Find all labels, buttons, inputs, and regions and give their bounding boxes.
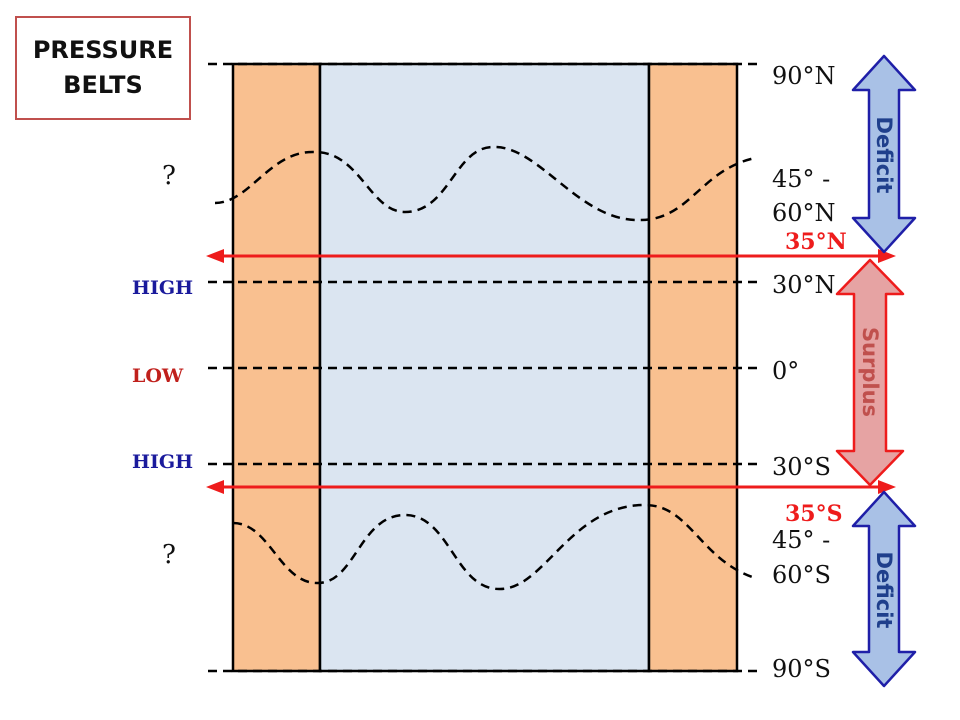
lat-label-45-60n-line2: 60°N bbox=[772, 199, 836, 227]
boundary-label-35s: 35°S bbox=[785, 501, 843, 527]
lat-label-30n: 30°N bbox=[772, 271, 836, 299]
belt-label-north-unknown: ? bbox=[162, 161, 176, 191]
title-line-2: BELTS bbox=[63, 71, 143, 99]
lat-label-90s: 90°S bbox=[772, 655, 831, 683]
zone-label-surplus: Surplus bbox=[858, 327, 882, 417]
belt-label-south-high: HIGH bbox=[132, 451, 193, 473]
boundary-arrow-35n bbox=[206, 249, 896, 263]
belt-label-north-high: HIGH bbox=[132, 277, 193, 299]
surplus-arrow bbox=[835, 258, 905, 487]
lat-label-30s: 30°S bbox=[772, 453, 831, 481]
zone-label-deficit-north: Deficit bbox=[872, 117, 896, 194]
title-line-1: PRESSURE bbox=[32, 36, 174, 64]
lat-label-45-60s-line2: 60°S bbox=[772, 561, 831, 589]
lat-label-equator: 0° bbox=[772, 357, 799, 385]
deficit-arrow-north bbox=[851, 54, 917, 254]
title-box: PRESSURE BELTS bbox=[15, 16, 191, 120]
subpolar-wave-south bbox=[232, 503, 756, 591]
subpolar-wave-north bbox=[214, 145, 756, 222]
belt-label-equator-low: LOW bbox=[132, 365, 184, 387]
zone-label-deficit-south: Deficit bbox=[872, 552, 896, 629]
lat-label-45-60n-line1: 45° - bbox=[772, 165, 830, 193]
belt-label-south-unknown: ? bbox=[162, 540, 176, 570]
lat-label-90n: 90°N bbox=[772, 62, 836, 90]
lat-label-45-60s-line1: 45° - bbox=[772, 526, 830, 554]
boundary-label-35n: 35°N bbox=[785, 229, 847, 255]
deficit-arrow-south bbox=[851, 490, 917, 688]
boundary-arrow-35s bbox=[206, 480, 896, 494]
